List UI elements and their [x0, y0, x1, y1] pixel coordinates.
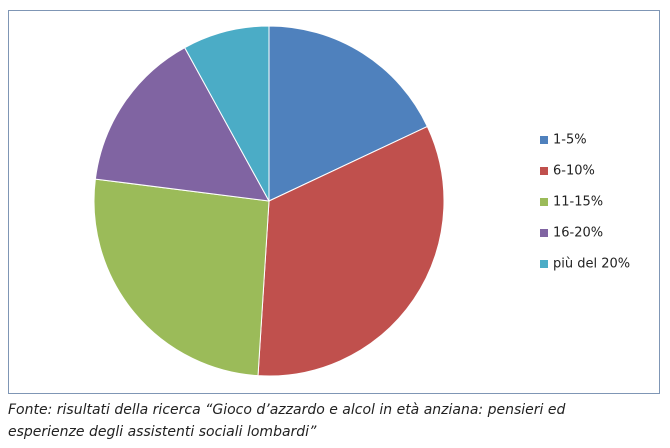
legend-swatch [540, 260, 548, 268]
legend-swatch [540, 136, 548, 144]
legend-label: 16-20% [553, 226, 603, 241]
pie-slice [93, 178, 270, 377]
legend-label: 1-5% [553, 133, 587, 148]
legend-label: 11-15% [553, 195, 603, 210]
legend: 1-5% 6-10% 11-15% 16-20% più del 20% [540, 133, 630, 272]
legend-swatch [540, 198, 548, 206]
pie-slice [94, 46, 270, 202]
legend-label: più del 20% [553, 257, 630, 272]
legend-swatch [540, 167, 548, 175]
legend-swatch [540, 229, 548, 237]
caption-line: esperienze degli assistenti sociali lomb… [8, 424, 317, 440]
pie-slice [257, 125, 445, 377]
caption-line: Fonte: risultati della ricerca “Gioco d’… [8, 402, 565, 418]
pie [93, 25, 445, 377]
pie-slice [268, 25, 429, 202]
legend-label: 6-10% [553, 164, 595, 179]
pie-slice [184, 25, 270, 202]
